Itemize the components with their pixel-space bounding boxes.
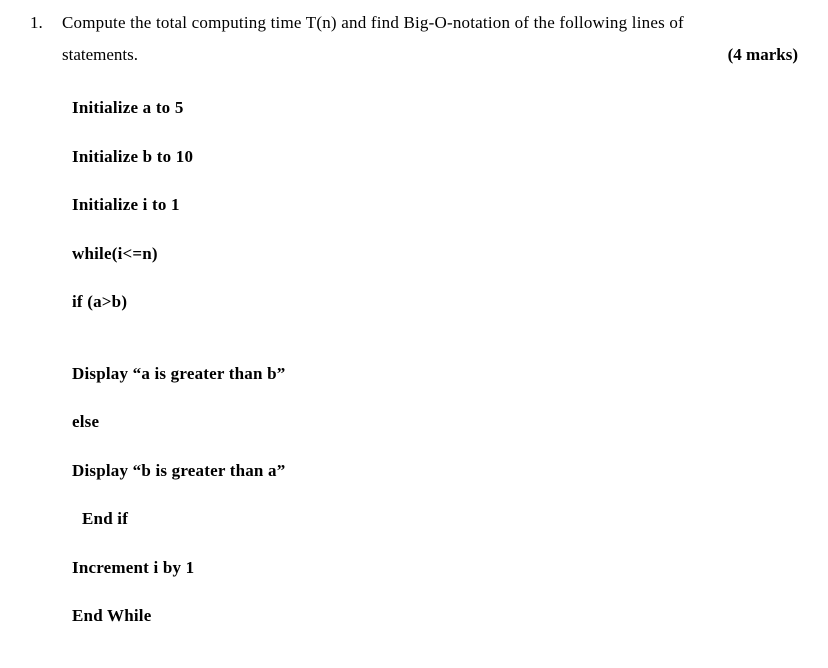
question-text-line2: statements. (4 marks)	[62, 42, 798, 68]
question-text-line2-left: statements.	[62, 42, 138, 68]
code-line-if: if (a>b)	[72, 289, 798, 315]
question-marks: (4 marks)	[728, 42, 798, 68]
code-line-init-a: Initialize a to 5	[72, 95, 798, 121]
code-line-endwhile: End While	[72, 603, 798, 629]
pseudocode-block: Initialize a to 5 Initialize b to 10 Ini…	[72, 95, 798, 629]
question-text: Compute the total computing time T(n) an…	[62, 10, 798, 67]
question-text-line1: Compute the total computing time T(n) an…	[62, 10, 798, 36]
code-line-else: else	[72, 409, 798, 435]
code-line-init-b: Initialize b to 10	[72, 144, 798, 170]
code-line-while: while(i<=n)	[72, 241, 798, 267]
question-number: 1.	[30, 10, 48, 36]
question-header: 1. Compute the total computing time T(n)…	[30, 10, 798, 67]
code-line-increment: Increment i by 1	[72, 555, 798, 581]
code-line-display-a: Display “a is greater than b”	[72, 361, 798, 387]
code-line-display-b: Display “b is greater than a”	[72, 458, 798, 484]
code-line-endif: End if	[82, 506, 798, 532]
code-line-init-i: Initialize i to 1	[72, 192, 798, 218]
